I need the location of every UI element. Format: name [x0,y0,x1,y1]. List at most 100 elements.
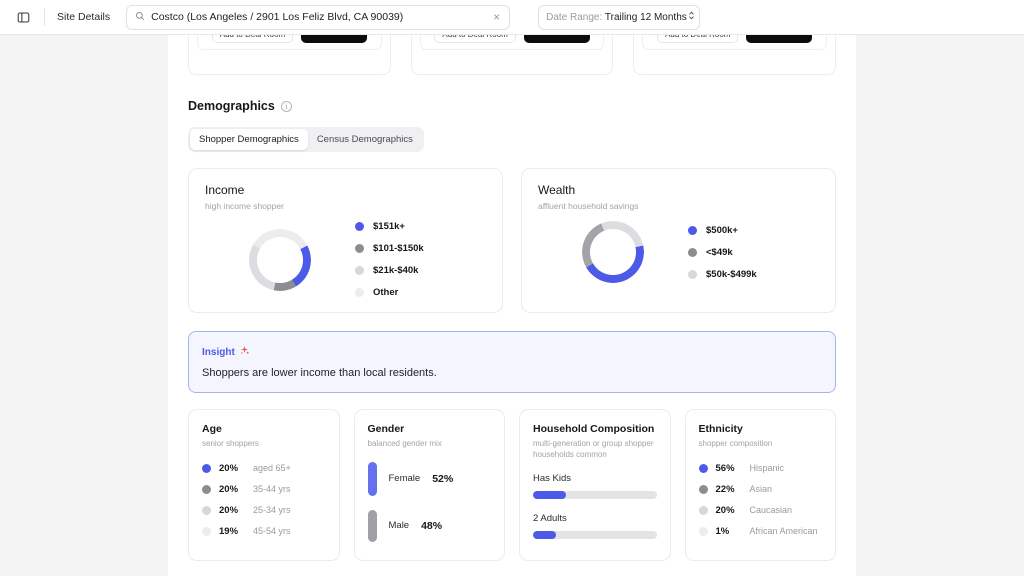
legend-color-dot [688,269,697,279]
household-bar-fill [533,530,557,539]
list-item: Has Kids [533,473,657,484]
tab-census-demographics[interactable]: Census Demographics [316,134,413,145]
date-range-select[interactable]: Date Range: Trailing 12 Months [538,4,701,30]
gender-card: Gender balanced gender mix Female 52% Ma… [353,409,505,561]
list-item: 20% 25-34 yrs [202,505,326,516]
stat-color-dot [698,526,708,536]
legend-color-dot [355,244,364,253]
legend-label: <$49k [706,246,733,258]
page-title: Demographics [188,99,275,113]
stat-percent: 56% [715,462,735,474]
stat-color-dot [202,505,211,515]
household-label: Has Kids [533,472,572,484]
top-bar: Site Details Costco (Los Angeles / 2901 … [0,0,1024,35]
gender-subtitle: balanced gender mix [367,439,442,448]
gender-title: Gender [367,423,405,435]
legend-item: $500k+ [688,225,819,236]
sparkle-icon [239,343,250,361]
toolbar-divider [44,8,45,26]
chevron-up-down-icon [687,8,696,26]
income-card: Income high income shopper $151k+ $101-$ [188,168,503,313]
income-subtitle: high income shopper [205,201,284,211]
gender-label: Female [388,473,421,485]
stat-color-dot [202,526,211,536]
search-input[interactable]: Costco (Los Angeles / 2901 Los Feliz Blv… [126,4,511,30]
stat-label: aged 65+ [253,463,291,474]
household-subtitle: multi-generation or group shopper househ… [533,439,654,459]
gender-bar [367,509,377,542]
age-title: Age [202,423,222,435]
legend-color-dot [688,247,697,257]
list-item: Female 52% [367,461,492,496]
stat-label: Caucasian [749,505,793,516]
stat-percent: 20% [219,483,239,495]
household-bar-fill [533,490,567,499]
list-item: 19% 45-54 yrs [202,526,326,537]
household-bar-track [533,530,657,539]
legend-label: $151k+ [373,221,405,232]
list-item: 20% Caucasian [698,504,823,516]
income-title: Income [205,183,245,197]
stat-percent: 20% [219,504,239,516]
demographics-tabs: Shopper Demographics Census Demographics [188,127,424,152]
income-legend: $151k+ $101-$150k $21k-$40k Other [355,221,486,298]
wealth-subtitle: affluent household savings [538,201,639,211]
stat-percent: 20% [219,462,239,474]
stat-percent: 19% [219,525,239,537]
legend-item: $101-$150k [355,243,486,254]
stat-percent: 20% [715,504,735,516]
donut-cards-row: Income high income shopper $151k+ $101-$ [188,168,836,313]
ethnicity-title: Ethnicity [698,423,743,435]
list-item: 20% 35-44 yrs [202,484,326,495]
list-item: 1% African American [698,525,823,537]
insight-text: Shoppers are lower income than local res… [202,367,437,379]
search-value: Costco (Los Angeles / 2901 Los Feliz Blv… [151,11,404,23]
legend-label: $21k-$40k [373,265,419,276]
gender-label: Male [388,520,410,532]
stat-label: Hispanic [749,463,785,474]
insight-label: Insight [202,346,235,358]
clear-search-icon[interactable]: × [493,10,501,24]
list-item: Male 48% [367,509,492,542]
date-range-label: Date Range: [546,11,603,23]
wealth-legend: $500k+ <$49k $50k-$499k [688,225,819,280]
household-title: Household Composition [533,423,655,435]
ethnicity-card: Ethnicity shopper composition 56% Hispan… [684,409,836,561]
wealth-title: Wealth [538,183,576,197]
stat-label: Asian [749,484,773,495]
household-bar-track [533,490,657,499]
stat-label: African American [749,526,818,537]
legend-item: Other [355,287,486,298]
search-icon [135,8,145,26]
tab-shopper-demographics[interactable]: Shopper Demographics [190,129,308,150]
stat-color-dot [698,463,708,473]
household-label: 2 Adults [533,512,567,524]
age-card: Age senior shoppers 20% aged 65+ 20% 35-… [188,409,340,561]
list-item: 20% aged 65+ [202,463,326,474]
legend-color-dot [355,222,364,231]
age-subtitle: senior shoppers [202,439,259,448]
legend-color-dot [355,288,364,297]
wealth-donut-chart [582,221,644,283]
site-details-label: Site Details [57,11,111,23]
page-scroll-area: Add to Deal Room See Brand Add to Deal R… [0,5,1024,576]
legend-item: $151k+ [355,221,486,232]
wealth-card: Wealth affluent household savings $500k+ [521,168,836,313]
legend-color-dot [355,266,364,275]
stat-label: 35-44 yrs [253,484,291,495]
ethnicity-subtitle: shopper composition [698,439,773,448]
demographic-metric-cards: Age senior shoppers 20% aged 65+ 20% 35-… [188,409,836,561]
gender-percent: 52% [432,472,454,485]
stat-percent: 1% [715,525,730,537]
stat-color-dot [698,484,708,494]
legend-item: <$49k [688,247,819,258]
income-donut-chart [249,228,311,291]
sidebar-panel-icon[interactable] [12,6,34,28]
stat-label: 25-34 yrs [253,505,291,516]
legend-item: $21k-$40k [355,265,486,276]
stat-percent: 22% [715,483,735,495]
stat-color-dot [202,484,211,494]
list-item: 56% Hispanic [698,462,823,474]
info-icon[interactable]: i [280,100,292,112]
list-item: 2 Adults [533,513,657,524]
